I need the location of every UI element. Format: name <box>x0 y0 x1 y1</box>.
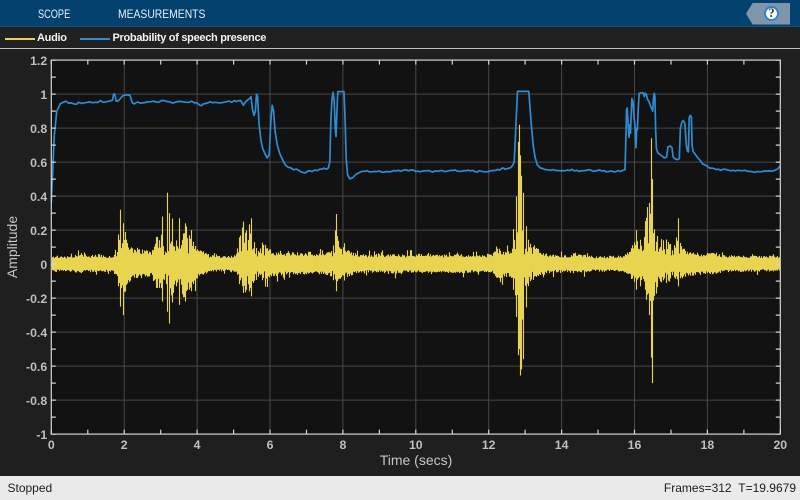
svg-text:18: 18 <box>701 438 715 452</box>
svg-text:-0.2: -0.2 <box>26 292 47 306</box>
svg-text:0.2: 0.2 <box>30 224 47 238</box>
svg-text:0.4: 0.4 <box>30 190 47 204</box>
svg-text:Amplitude: Amplitude <box>4 216 20 278</box>
svg-text:20: 20 <box>773 438 787 452</box>
svg-text:6: 6 <box>267 438 274 452</box>
svg-text:0.8: 0.8 <box>30 122 47 136</box>
svg-text:-0.6: -0.6 <box>26 360 47 374</box>
svg-text:10: 10 <box>409 438 423 452</box>
svg-text:1.2: 1.2 <box>30 54 47 68</box>
svg-text:-0.8: -0.8 <box>26 394 47 408</box>
svg-text:-1: -1 <box>36 428 47 442</box>
svg-text:1: 1 <box>40 88 47 102</box>
svg-text:12: 12 <box>482 438 496 452</box>
svg-text:4: 4 <box>194 438 201 452</box>
svg-text:0.6: 0.6 <box>30 156 47 170</box>
svg-text:14: 14 <box>555 438 569 452</box>
svg-text:-0.4: -0.4 <box>26 326 47 340</box>
svg-text:0: 0 <box>48 438 55 452</box>
svg-text:0: 0 <box>40 258 47 272</box>
svg-text:Time (secs): Time (secs) <box>380 452 453 468</box>
svg-text:8: 8 <box>339 438 346 452</box>
svg-text:16: 16 <box>628 438 642 452</box>
svg-text:2: 2 <box>121 438 128 452</box>
